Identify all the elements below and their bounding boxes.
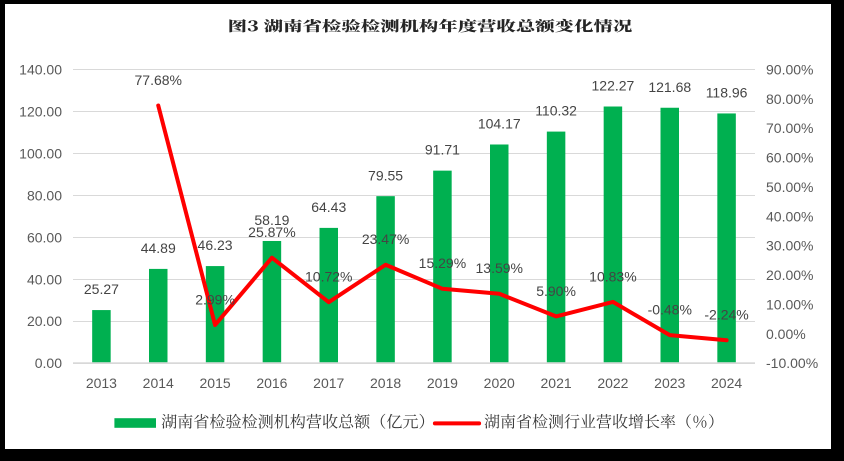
svg-text:122.27: 122.27	[592, 78, 635, 94]
svg-text:23.47%: 23.47%	[362, 231, 409, 247]
svg-text:140.00: 140.00	[19, 61, 62, 77]
svg-text:0.00%: 0.00%	[766, 326, 806, 342]
svg-text:46.23: 46.23	[198, 237, 233, 253]
svg-text:2017: 2017	[313, 375, 344, 391]
svg-text:60.00%: 60.00%	[766, 150, 813, 166]
svg-text:25.27: 25.27	[84, 281, 119, 297]
svg-text:-2.24%: -2.24%	[704, 307, 748, 323]
svg-text:120.00: 120.00	[19, 103, 62, 119]
svg-text:100.00: 100.00	[19, 145, 62, 161]
svg-text:50.00%: 50.00%	[766, 179, 813, 195]
svg-text:25.87%: 25.87%	[248, 224, 295, 240]
svg-text:10.72%: 10.72%	[305, 269, 352, 285]
svg-text:2015: 2015	[200, 375, 231, 391]
svg-text:40.00: 40.00	[27, 271, 62, 287]
svg-text:104.17: 104.17	[478, 116, 521, 132]
svg-text:-0.48%: -0.48%	[648, 302, 692, 318]
svg-text:2023: 2023	[654, 375, 685, 391]
svg-text:60.00: 60.00	[27, 229, 62, 245]
svg-text:77.68%: 77.68%	[135, 72, 182, 88]
svg-text:2.99%: 2.99%	[195, 291, 235, 307]
svg-text:90.00%: 90.00%	[766, 61, 813, 77]
svg-text:2014: 2014	[143, 375, 174, 391]
svg-text:2019: 2019	[427, 375, 458, 391]
svg-text:91.71: 91.71	[425, 142, 460, 158]
svg-text:70.00%: 70.00%	[766, 120, 813, 136]
svg-text:2016: 2016	[256, 375, 287, 391]
svg-text:40.00%: 40.00%	[766, 208, 813, 224]
svg-text:13.59%: 13.59%	[476, 260, 523, 276]
svg-text:20.00: 20.00	[27, 313, 62, 329]
svg-text:118.96: 118.96	[706, 85, 748, 101]
svg-text:2020: 2020	[484, 375, 515, 391]
svg-text:2013: 2013	[86, 375, 117, 391]
svg-text:30.00%: 30.00%	[766, 238, 813, 254]
svg-text:0.00: 0.00	[35, 355, 62, 371]
svg-text:-10.00%: -10.00%	[766, 355, 818, 371]
svg-text:20.00%: 20.00%	[766, 267, 813, 283]
svg-text:121.68: 121.68	[648, 79, 691, 95]
svg-text:80.00%: 80.00%	[766, 91, 813, 107]
svg-text:79.55: 79.55	[368, 167, 403, 183]
svg-text:15.29%: 15.29%	[419, 255, 466, 271]
svg-text:2021: 2021	[541, 375, 572, 391]
svg-text:10.00%: 10.00%	[766, 296, 813, 312]
svg-text:2024: 2024	[711, 375, 742, 391]
svg-text:80.00: 80.00	[27, 187, 62, 203]
svg-text:2018: 2018	[370, 375, 401, 391]
svg-text:5.90%: 5.90%	[536, 283, 576, 299]
svg-text:58.19: 58.19	[254, 212, 289, 228]
svg-text:110.32: 110.32	[535, 103, 577, 119]
svg-text:10.83%: 10.83%	[589, 268, 636, 284]
svg-text:2022: 2022	[597, 375, 628, 391]
svg-text:64.43: 64.43	[311, 199, 346, 215]
svg-text:44.89: 44.89	[141, 240, 176, 256]
